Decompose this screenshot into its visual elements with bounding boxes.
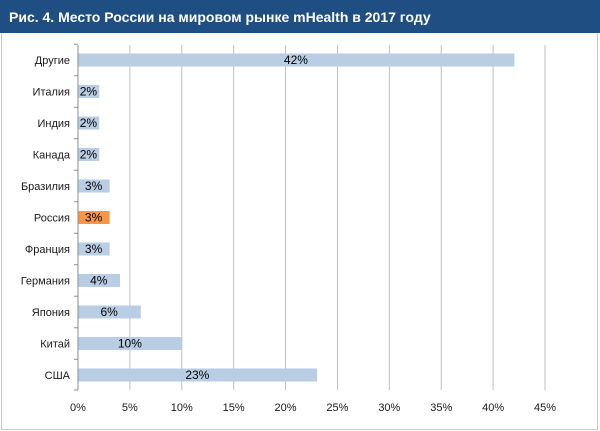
bar — [78, 368, 318, 382]
bar — [78, 242, 110, 256]
category-label: Индия — [37, 118, 70, 130]
category-label: Китай — [40, 339, 70, 351]
bar — [78, 85, 100, 98]
data-label: 10% — [118, 337, 142, 351]
bar — [78, 179, 110, 193]
x-tick-label: 25% — [326, 402, 348, 414]
bar — [78, 305, 141, 319]
title-bar: Рис. 4. Место России на мировом рынке mH… — [0, 0, 600, 33]
data-label: 3% — [85, 211, 103, 225]
category-label: Италия — [33, 87, 71, 99]
category-label: Япония — [32, 307, 70, 319]
x-tick-label: 40% — [482, 402, 504, 414]
bar — [78, 211, 110, 224]
data-label: 42% — [284, 53, 308, 67]
data-label: 2% — [80, 85, 98, 99]
data-label: 3% — [85, 242, 103, 256]
x-tick-label: 35% — [430, 402, 452, 414]
data-label: 6% — [100, 305, 118, 319]
x-tick-label: 5% — [122, 402, 138, 414]
bar — [78, 274, 121, 287]
data-label: 23% — [185, 368, 209, 382]
data-label: 2% — [80, 148, 98, 162]
x-tick-label: 10% — [171, 402, 193, 414]
bar — [78, 148, 100, 161]
x-tick-label: 15% — [223, 402, 245, 414]
bar — [78, 337, 183, 350]
category-label: Другие — [35, 55, 70, 67]
category-label: США — [45, 370, 71, 382]
chart-title: Рис. 4. Место России на мировом рынке mH… — [9, 8, 431, 25]
category-label: Канада — [33, 150, 71, 162]
category-label: Бразилия — [21, 181, 70, 193]
data-label: 3% — [85, 179, 103, 193]
x-tick-label: 0% — [70, 402, 86, 414]
data-label: 4% — [90, 274, 108, 288]
chart-border — [1, 33, 598, 430]
category-label: Россия — [34, 213, 70, 225]
bar — [78, 116, 100, 130]
category-label: Германия — [21, 276, 70, 288]
bar — [78, 53, 515, 67]
x-tick-label: 30% — [378, 402, 400, 414]
category-label: Франция — [25, 244, 70, 256]
x-tick-label: 20% — [275, 402, 297, 414]
data-label: 2% — [80, 116, 98, 130]
x-tick-label: 45% — [534, 402, 556, 414]
